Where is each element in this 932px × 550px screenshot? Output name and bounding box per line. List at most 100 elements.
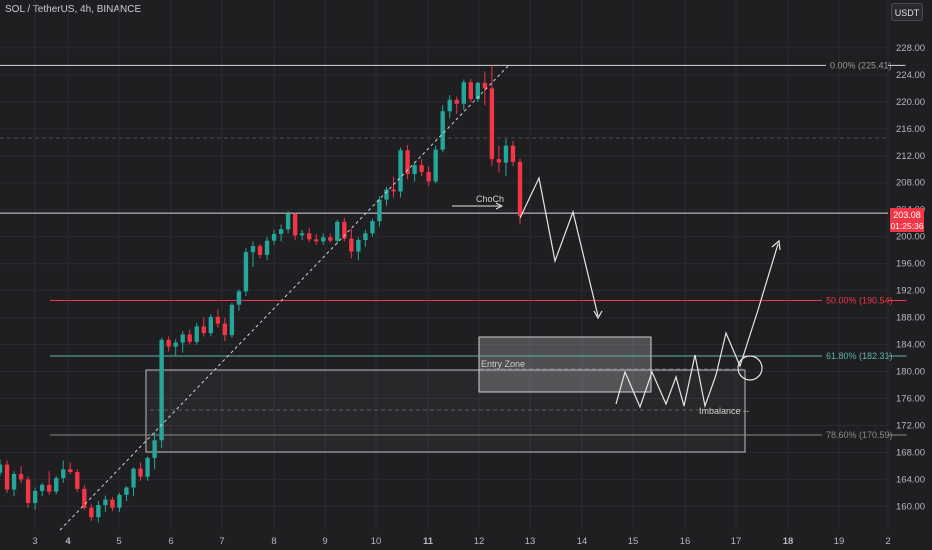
- price-tick-label: 192.00: [896, 286, 925, 297]
- price-tick-label: 228.00: [896, 43, 925, 54]
- candle-body: [433, 149, 438, 182]
- time-tick-label: 2: [885, 536, 890, 547]
- candle-body: [25, 479, 31, 504]
- candle-body: [4, 464, 10, 490]
- candle-body: [461, 82, 466, 104]
- candle-body: [236, 291, 242, 305]
- candle-body: [328, 237, 333, 241]
- candle-body: [166, 339, 171, 347]
- candle-body: [489, 88, 495, 160]
- time-tick-label: 19: [834, 536, 845, 547]
- candle-body: [243, 252, 249, 292]
- time-tick-label: 8: [271, 536, 276, 547]
- price-tick-label: 220.00: [896, 97, 925, 108]
- candle-body: [349, 238, 354, 252]
- price-tick-label: 184.00: [896, 340, 925, 351]
- candle-body: [61, 469, 66, 479]
- candle-body: [314, 239, 319, 242]
- time-tick-label: 10: [371, 536, 382, 547]
- chart-title: SOL / TetherUS, 4h, BINANCE: [5, 4, 142, 15]
- candle-body: [201, 326, 206, 334]
- candle-body: [503, 145, 509, 163]
- candle-body: [447, 99, 452, 112]
- candle-body: [208, 316, 213, 334]
- candle-body: [426, 171, 431, 182]
- candle-body: [222, 323, 228, 336]
- price-tick-label: 180.00: [896, 367, 925, 378]
- price-tick-label: 164.00: [896, 474, 925, 485]
- candle-body: [215, 316, 221, 324]
- time-tick-label: 5: [116, 536, 121, 547]
- candle-body: [405, 150, 410, 174]
- candle-body: [11, 474, 17, 490]
- time-tick-label: 9: [322, 536, 327, 547]
- candle-body: [475, 82, 481, 100]
- price-tick-label: 172.00: [896, 420, 925, 431]
- fib-level-618-label: 61.80% (182.31): [826, 351, 893, 361]
- projection-path-2: [615, 243, 779, 409]
- candle-body: [131, 468, 136, 488]
- candle-body: [39, 484, 45, 491]
- candle-body: [363, 233, 368, 241]
- levels-layer: 0.00% (225.41) 50.00% (190.54) 61.80% (182…: [0, 60, 907, 440]
- price-tick-label: 224.00: [896, 70, 925, 81]
- entry-zone-label: Entry Zone: [481, 359, 525, 369]
- candle-body: [194, 326, 199, 342]
- fib-level-786-label: 78.60% (170.59): [826, 430, 893, 440]
- fib-level-50-label: 50.00% (190.54): [826, 295, 893, 305]
- projection-path-1: [519, 176, 599, 317]
- candle-body: [412, 165, 417, 174]
- candle-body: [145, 457, 150, 477]
- candle-body: [335, 221, 340, 241]
- candle-body: [187, 334, 192, 342]
- candle-body: [391, 189, 396, 192]
- candle-body: [454, 99, 459, 104]
- price-tick-label: 216.00: [896, 124, 925, 135]
- current-price-tag: 203.08 01:25:36: [890, 208, 924, 232]
- candle-body: [89, 507, 94, 518]
- candle-body: [159, 339, 164, 441]
- candle-body: [285, 213, 291, 230]
- candle-body: [75, 472, 80, 489]
- time-tick-label: 12: [474, 536, 485, 547]
- candle-body: [68, 469, 73, 473]
- time-tick-label: 11: [423, 536, 434, 547]
- time-tick-label: 3: [32, 536, 37, 547]
- candle-body: [264, 240, 270, 255]
- target-circle: [737, 355, 763, 381]
- candle-body: [384, 189, 389, 200]
- time-tick-label: 16: [680, 536, 691, 547]
- candle-body: [103, 499, 108, 506]
- drawings-layer: ChoCh Entry Zone Imbalance --: [59, 63, 781, 531]
- candle-body: [32, 490, 38, 504]
- price-tick-label: 168.00: [896, 447, 925, 458]
- price-tag-box: [890, 208, 924, 232]
- time-tick-label: 15: [628, 536, 639, 547]
- price-tag-value: 203.08: [893, 210, 921, 220]
- time-tick-label: 18: [783, 536, 794, 547]
- trend-line: [59, 63, 511, 531]
- candle-body: [250, 246, 256, 253]
- candle-body: [307, 233, 312, 240]
- candle-body: [110, 499, 115, 508]
- projection-head-1: [593, 310, 603, 320]
- entry-zone: [478, 336, 652, 393]
- candle-body: [398, 150, 403, 192]
- price-axis[interactable]: 160.00 164.00 168.00 172.00 176.00 180.00 184.…: [896, 43, 925, 513]
- time-tick-label: 13: [525, 536, 536, 547]
- candle-body: [47, 484, 52, 492]
- candle-body: [342, 221, 347, 239]
- time-axis[interactable]: 3 4 5 6 7 8 9 10 11 12 13 14 15 16 17 18 19 2: [32, 536, 890, 547]
- candle-body: [173, 342, 178, 347]
- time-tick-label: 14: [577, 536, 588, 547]
- candle-body: [96, 505, 101, 518]
- imbalance-label: Imbalance --: [699, 406, 749, 416]
- candle-body: [82, 488, 87, 508]
- candle-body: [299, 233, 305, 236]
- time-tick-label: 17: [731, 536, 742, 547]
- currency-button[interactable]: USDT: [891, 3, 923, 21]
- candle-body: [482, 82, 488, 89]
- candle-body: [54, 478, 59, 492]
